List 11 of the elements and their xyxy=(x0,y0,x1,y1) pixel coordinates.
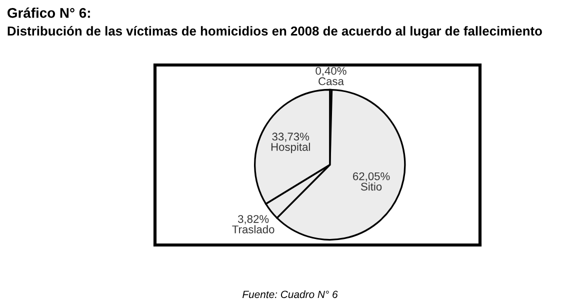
slice-label: Hospital xyxy=(271,142,310,154)
text: Gráfico N° 6: xyxy=(8,8,90,18)
slice-label: Sitio xyxy=(360,182,382,191)
data-label: 0,40% xyxy=(316,66,346,76)
chart-subtitle: Distribución de las víctimas de homicidios en 2008 de acuerdo al lugar de fallecimiento xyxy=(8,26,542,38)
data-label: 62,05% xyxy=(353,172,390,182)
slice-label: Traslado xyxy=(232,225,274,234)
data-label: 33,73% xyxy=(272,132,310,142)
source-note: Fuente: Cuadro N° 6 xyxy=(242,290,338,298)
data-label: 3,82% xyxy=(238,215,269,224)
slice-label: Casa xyxy=(318,77,344,86)
